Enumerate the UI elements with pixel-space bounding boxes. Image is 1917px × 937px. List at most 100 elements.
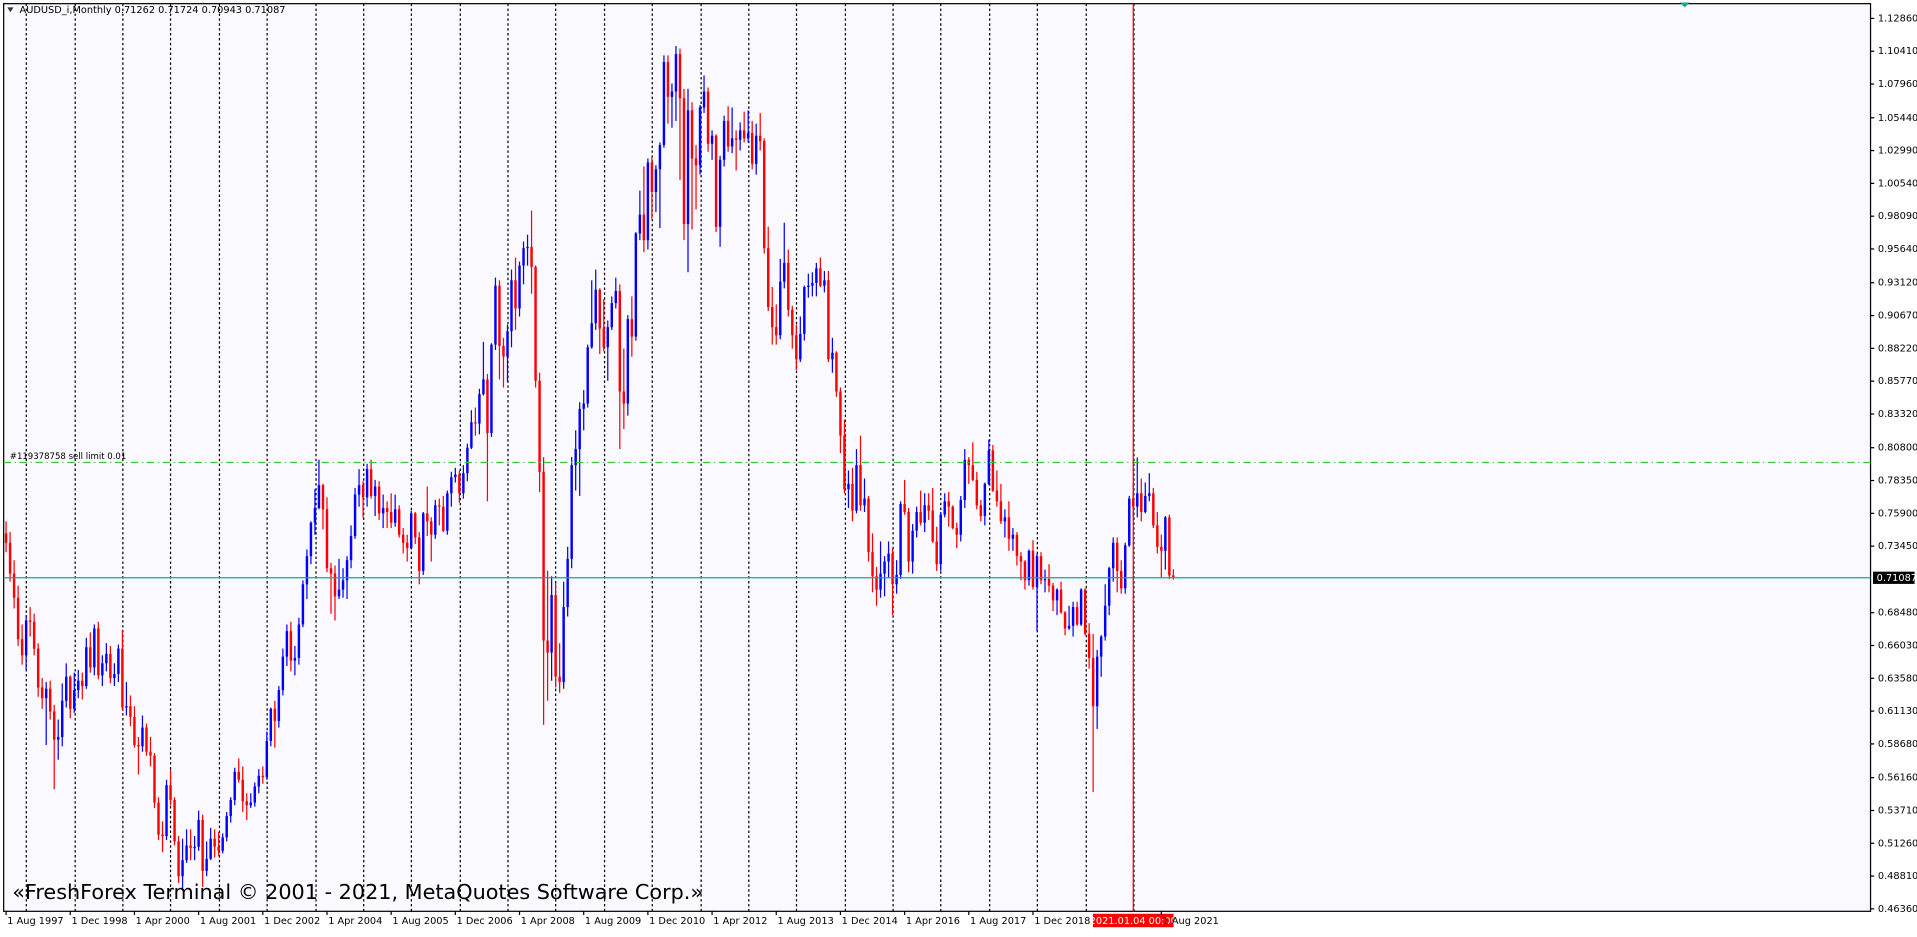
candle-body bbox=[77, 680, 80, 691]
candle-body bbox=[1083, 589, 1087, 634]
candle-body bbox=[1047, 578, 1051, 586]
candle-body bbox=[466, 447, 469, 474]
candle-body bbox=[506, 331, 509, 357]
x-tick-label: 1 Aug 1997 bbox=[7, 916, 63, 927]
candle-body bbox=[927, 505, 930, 511]
candle-body bbox=[317, 485, 321, 508]
candle-body bbox=[265, 740, 269, 778]
candle-body bbox=[847, 483, 850, 490]
candle-body bbox=[4, 533, 8, 543]
candle-body bbox=[851, 483, 854, 511]
candle-body bbox=[373, 486, 377, 496]
candle-body bbox=[795, 335, 798, 360]
y-tick-label: 0.53710 bbox=[1878, 805, 1917, 816]
candle-body bbox=[73, 690, 76, 709]
candle-body bbox=[742, 130, 746, 139]
candle-body bbox=[193, 846, 196, 849]
candle-body bbox=[369, 469, 373, 496]
candle-body bbox=[117, 648, 120, 675]
candle-body bbox=[121, 648, 124, 708]
candle-body bbox=[718, 159, 722, 227]
candle-body bbox=[430, 521, 433, 535]
y-tick-label: 0.68480 bbox=[1878, 608, 1917, 619]
candle-body bbox=[1051, 585, 1055, 601]
x-tick-label: 1 Apr 2016 bbox=[906, 916, 960, 927]
candle-body bbox=[534, 266, 537, 381]
candle-body bbox=[702, 91, 706, 108]
candle-body bbox=[470, 422, 473, 448]
candle-body bbox=[726, 120, 730, 147]
candle-body bbox=[767, 248, 770, 308]
order-label: #119378758 sell limit 0.01 bbox=[10, 452, 127, 462]
candle-body bbox=[321, 485, 325, 510]
menu-icon[interactable] bbox=[7, 7, 14, 13]
candle-body bbox=[309, 522, 313, 557]
candle-body bbox=[185, 845, 188, 861]
candle-body bbox=[538, 380, 541, 472]
candle-body bbox=[89, 647, 92, 668]
candle-body bbox=[414, 513, 417, 538]
candle-body bbox=[738, 130, 742, 140]
candle-body bbox=[855, 465, 858, 511]
candle-body bbox=[357, 485, 361, 495]
candle-body bbox=[1107, 568, 1111, 606]
candle-body bbox=[863, 498, 866, 506]
candle-body bbox=[622, 391, 626, 404]
candle-body bbox=[791, 309, 794, 336]
candle-body bbox=[1027, 550, 1031, 581]
candle-body bbox=[446, 493, 449, 531]
candle-body bbox=[859, 465, 862, 506]
candle-body bbox=[1071, 607, 1075, 626]
candle-body bbox=[582, 403, 585, 409]
candle-body bbox=[1115, 542, 1119, 571]
candle-body bbox=[285, 631, 289, 657]
candle-body bbox=[393, 509, 397, 523]
candle-body bbox=[771, 307, 774, 328]
candle-body bbox=[1075, 607, 1079, 625]
candle-body bbox=[951, 506, 954, 529]
candle-body bbox=[514, 280, 517, 309]
candle-body bbox=[157, 802, 160, 835]
candle-body bbox=[1152, 493, 1155, 526]
candle-body bbox=[618, 291, 622, 392]
candle-body bbox=[85, 647, 88, 687]
candle-body bbox=[329, 568, 333, 574]
candle-body bbox=[562, 607, 565, 683]
candle-body bbox=[1160, 546, 1163, 551]
candle-body bbox=[971, 465, 975, 480]
candle-body bbox=[843, 435, 846, 490]
candle-body bbox=[32, 621, 36, 649]
candle-body bbox=[1043, 578, 1047, 581]
candle-body bbox=[486, 379, 489, 433]
candle-body bbox=[799, 333, 802, 360]
candle-body bbox=[570, 465, 573, 559]
candle-body bbox=[1015, 534, 1019, 557]
x-tick-label: 1 Dec 2014 bbox=[842, 916, 898, 927]
candle-body bbox=[714, 135, 718, 227]
candle-body bbox=[1063, 612, 1067, 629]
candle-body bbox=[125, 706, 128, 708]
candle-body bbox=[867, 498, 870, 553]
candle-body bbox=[775, 327, 778, 336]
candle-body bbox=[754, 135, 758, 164]
candle-body bbox=[1039, 556, 1043, 581]
candle-body bbox=[1055, 589, 1059, 601]
candle-body bbox=[209, 838, 212, 859]
candle-body bbox=[750, 133, 754, 164]
candle-body bbox=[389, 511, 393, 523]
candle-body bbox=[502, 345, 505, 357]
candle-body bbox=[438, 505, 441, 507]
candle-body bbox=[405, 542, 409, 549]
candle-body bbox=[36, 648, 40, 688]
candle-body bbox=[650, 162, 654, 192]
candle-body bbox=[28, 620, 32, 622]
candle-body bbox=[935, 541, 938, 565]
candle-body bbox=[1168, 517, 1171, 576]
candle-body bbox=[225, 815, 228, 838]
y-tick-label: 0.78350 bbox=[1878, 476, 1917, 487]
y-tick-label: 0.88220 bbox=[1878, 343, 1917, 354]
candle-body bbox=[566, 558, 569, 608]
low: 0.70943 bbox=[202, 5, 242, 16]
candle-body bbox=[931, 510, 934, 542]
